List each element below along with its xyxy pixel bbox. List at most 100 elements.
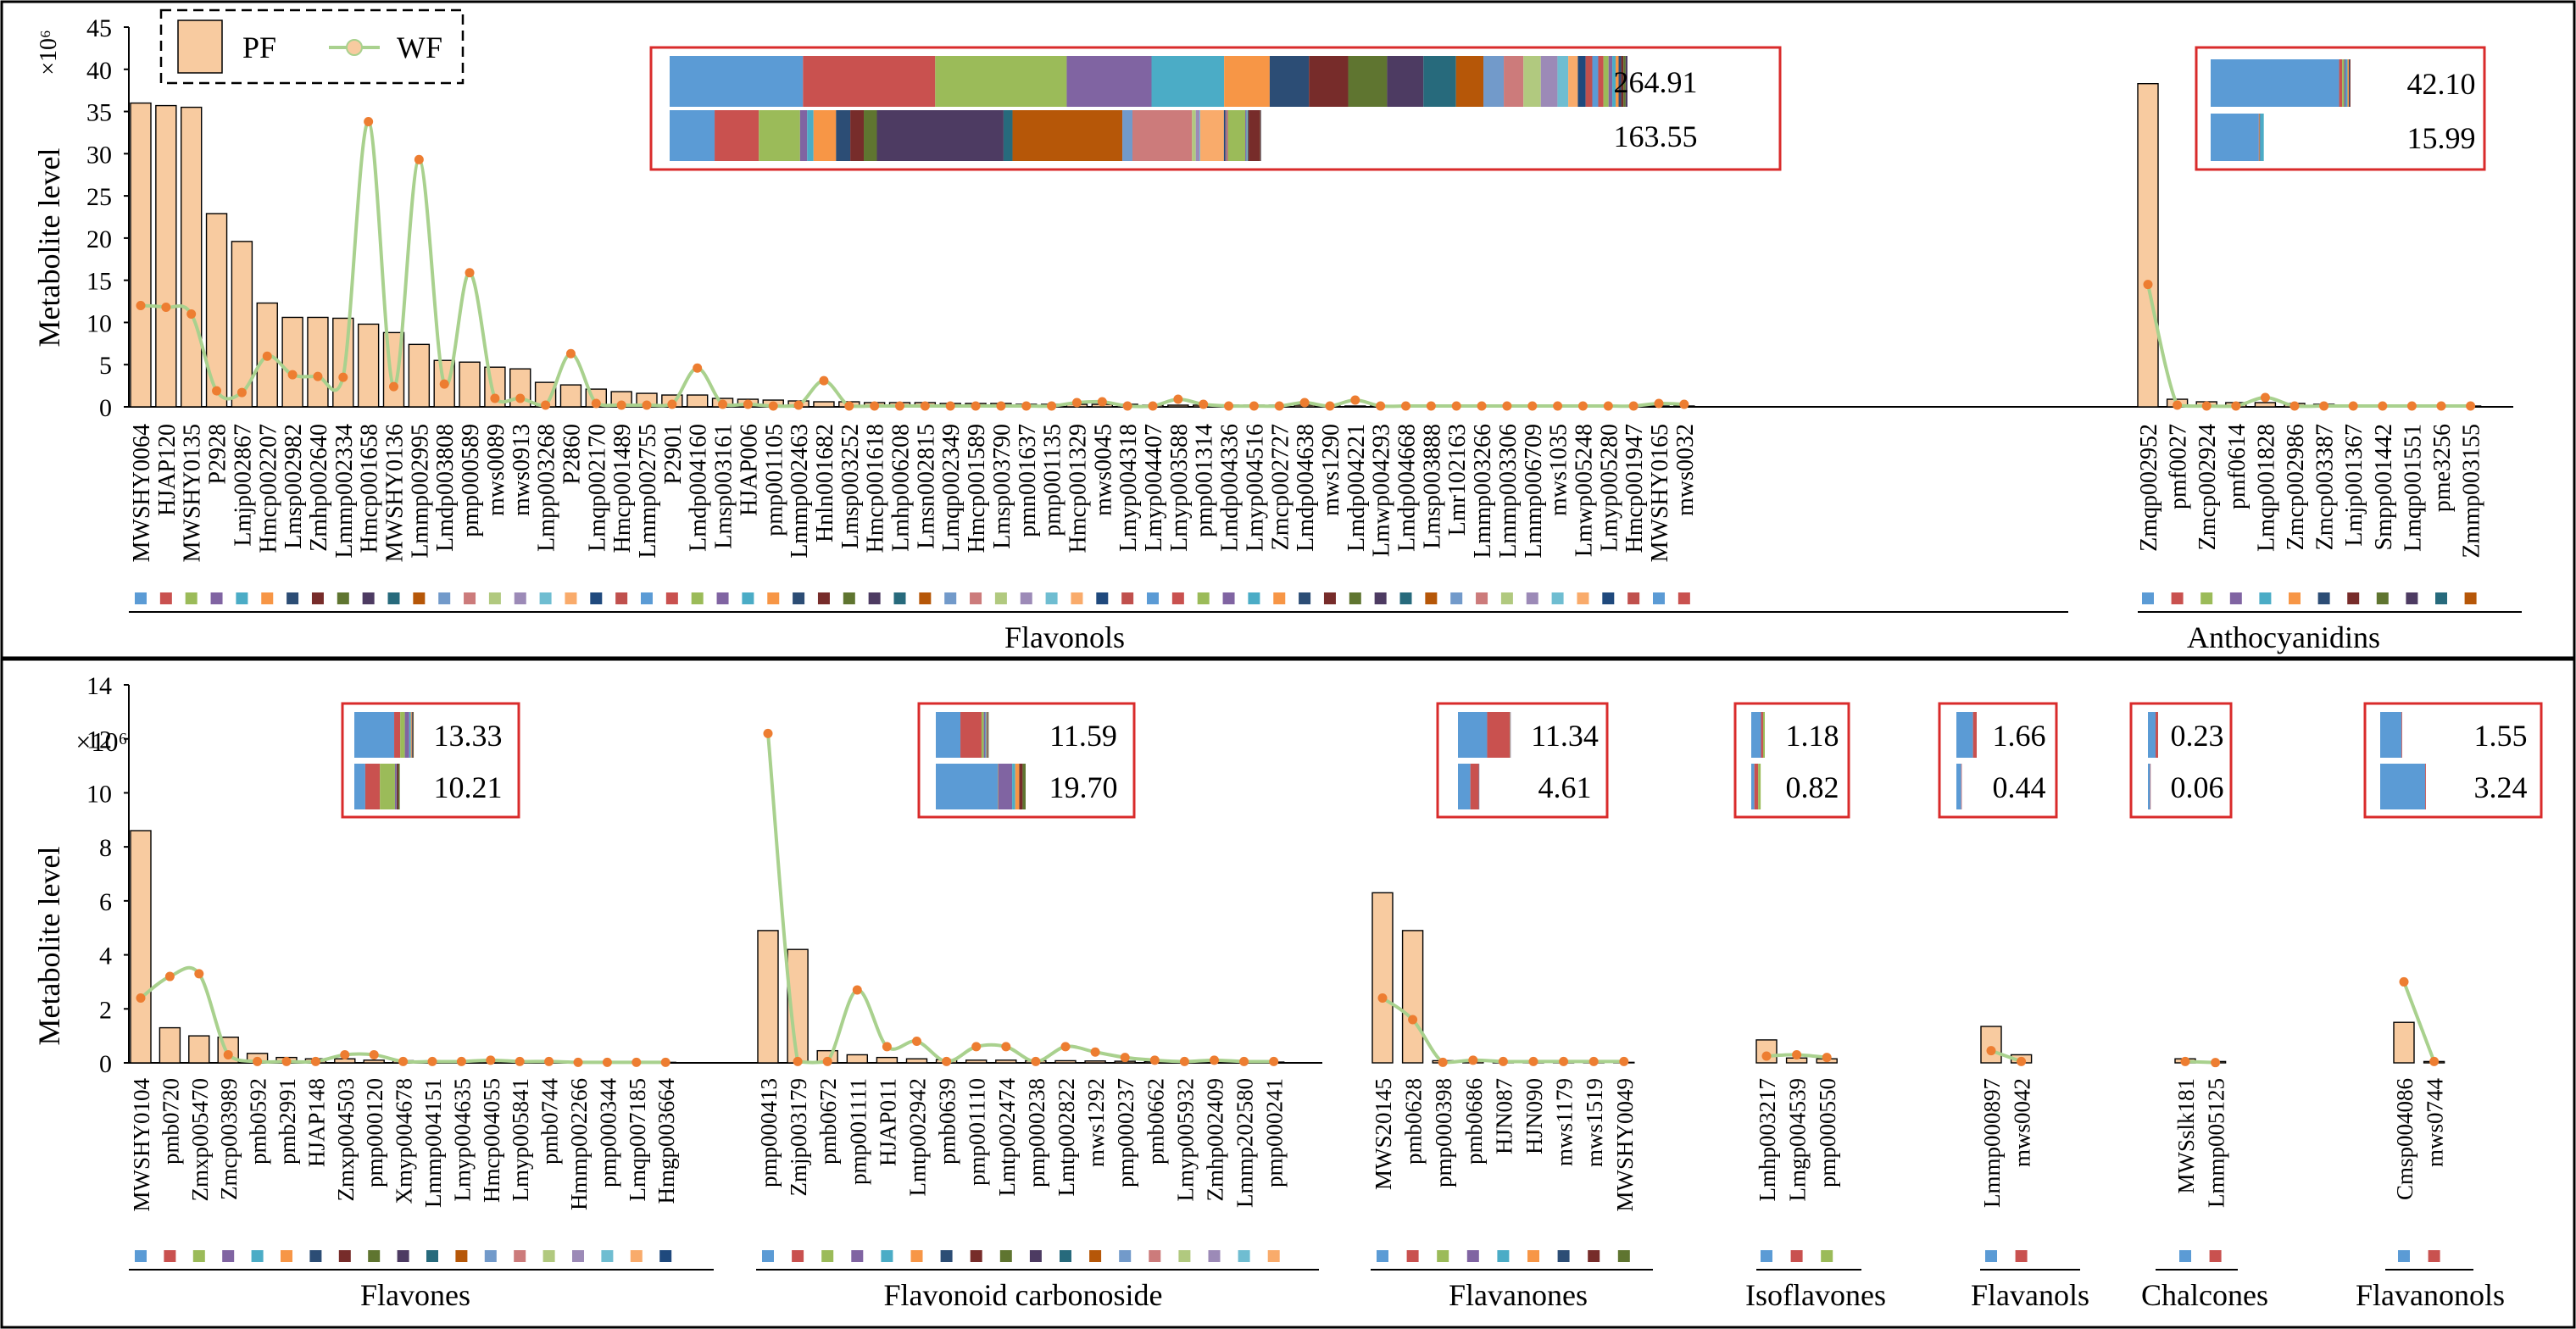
wf-point bbox=[212, 386, 222, 396]
group-label: Flavonoid carbonoside bbox=[884, 1278, 1163, 1312]
category-swatch bbox=[994, 592, 1007, 604]
category-swatch bbox=[1060, 1250, 1071, 1262]
inset-segment bbox=[1540, 56, 1558, 107]
x-tick-label: Zmcp002924 bbox=[2195, 424, 2221, 550]
wf-point bbox=[414, 154, 424, 164]
x-tick-label: Lmmp002334 bbox=[331, 424, 358, 559]
inset-segment bbox=[413, 712, 414, 758]
legend-wf-marker bbox=[346, 39, 363, 56]
category-swatch bbox=[1029, 1250, 1042, 1262]
wf-point bbox=[1090, 1047, 1100, 1057]
inset-segment bbox=[670, 110, 715, 161]
inset-segment bbox=[1504, 56, 1524, 107]
category-swatch bbox=[337, 592, 349, 604]
category-swatch bbox=[464, 592, 476, 604]
category-swatch bbox=[539, 592, 552, 604]
wf-point bbox=[1122, 401, 1132, 411]
x-tick-label: Zmmp003155 bbox=[2459, 424, 2485, 559]
x-tick-label: mws1290 bbox=[1318, 424, 1344, 516]
x-tick-label: Lmwp005248 bbox=[1571, 424, 1597, 557]
group-label: Flavanols bbox=[1971, 1278, 2089, 1312]
wf-point bbox=[2289, 401, 2300, 411]
category-swatch bbox=[1377, 1250, 1388, 1262]
x-tick-label: Lmyp003588 bbox=[1166, 424, 1193, 552]
x-tick-label: pmp001111 bbox=[845, 1078, 871, 1185]
wf-line bbox=[2402, 981, 2436, 1063]
wf-point bbox=[1210, 1055, 1219, 1065]
inset-total-value: 15.99 bbox=[2407, 121, 2476, 155]
x-tick-label: pmp000238 bbox=[1024, 1078, 1049, 1187]
inset-segment bbox=[935, 56, 1067, 107]
inset-segment bbox=[2345, 59, 2348, 107]
pf-bar bbox=[130, 830, 152, 1064]
x-tick-label: MWSHY0165 bbox=[1647, 424, 1673, 562]
y-tick-label: 5 bbox=[99, 352, 112, 380]
category-swatch bbox=[164, 1250, 176, 1262]
pf-bar bbox=[905, 1058, 928, 1064]
x-tick-label: pmb0639 bbox=[935, 1078, 960, 1165]
inset-segment bbox=[1260, 110, 1261, 161]
inset-segment bbox=[864, 110, 877, 161]
pf-bar bbox=[995, 1059, 1017, 1064]
category-swatch bbox=[438, 592, 451, 604]
category-swatch bbox=[615, 592, 628, 604]
x-tick-label: Lmyp005932 bbox=[1172, 1078, 1198, 1202]
group-label: Chalcones bbox=[2141, 1278, 2268, 1312]
wf-point bbox=[1350, 395, 1360, 405]
bottom-y-axis-multiplier: ×10⁶ bbox=[75, 726, 127, 757]
group-flavones: MWSHY0104 pmb0720 Zmxp005470 Zmcp003989 pmb0… bbox=[129, 702, 714, 1312]
category-swatch bbox=[1476, 592, 1488, 604]
inset-segment bbox=[998, 764, 1013, 809]
inset-segment bbox=[1751, 712, 1761, 758]
x-tick-label: mws0913 bbox=[509, 424, 535, 516]
inset-segment bbox=[1012, 110, 1123, 161]
x-tick-label: Hnln001682 bbox=[812, 424, 838, 542]
inset-segment bbox=[2380, 712, 2401, 758]
inset-segment bbox=[1245, 110, 1247, 161]
wf-point bbox=[1679, 399, 1689, 409]
top-y-axis-multiplier: ×10⁶ bbox=[36, 30, 62, 75]
wf-point bbox=[490, 393, 500, 403]
inset-total-value: 1.18 bbox=[1786, 719, 1839, 753]
x-tick-label: pmp000413 bbox=[756, 1078, 782, 1187]
pf-bar bbox=[1344, 405, 1366, 408]
inset-segment bbox=[1956, 712, 1973, 758]
x-tick-label: pmb0628 bbox=[1401, 1078, 1427, 1165]
inset-segment bbox=[1015, 764, 1020, 809]
legend-wf-label: WF bbox=[397, 31, 442, 64]
x-tick-label: Zmcp003387 bbox=[2312, 424, 2339, 550]
category-swatch bbox=[1500, 592, 1513, 604]
wf-point bbox=[338, 372, 348, 382]
category-swatch bbox=[2428, 1250, 2440, 1262]
wf-point bbox=[439, 379, 449, 389]
inset-total-value: 11.59 bbox=[1049, 719, 1117, 753]
x-tick-label: Lmwp004293 bbox=[1369, 424, 1395, 557]
wf-point bbox=[1502, 401, 1512, 411]
pf-bar bbox=[2137, 83, 2159, 408]
inset-composition: 1.55 3.24 bbox=[2363, 702, 2543, 819]
x-tick-label: Hmgp003664 bbox=[654, 1078, 679, 1204]
y-tick-label: 8 bbox=[99, 834, 112, 862]
wf-point bbox=[2429, 1056, 2440, 1066]
wf-point bbox=[642, 400, 652, 410]
category-swatch bbox=[793, 592, 805, 604]
x-tick-label: Lmmp003266 bbox=[1470, 424, 1496, 559]
inset-segment bbox=[836, 110, 851, 161]
inset-segment bbox=[1227, 110, 1246, 161]
inset-total-value: 4.61 bbox=[1538, 770, 1592, 804]
x-tick-label: Zmjp003179 bbox=[786, 1078, 811, 1197]
inset-segment bbox=[1423, 56, 1456, 107]
wf-point bbox=[2399, 976, 2409, 987]
x-tick-label: Lmqp001551 bbox=[2400, 424, 2426, 552]
pf-bar bbox=[307, 316, 329, 408]
x-tick-label: P2928 bbox=[205, 424, 231, 485]
inset-segment bbox=[1478, 764, 1480, 809]
wf-point bbox=[1097, 397, 1107, 407]
category-swatch bbox=[1071, 592, 1083, 604]
category-swatch bbox=[2376, 592, 2389, 604]
wf-point bbox=[1408, 1015, 1418, 1025]
category-swatch bbox=[2435, 592, 2447, 604]
wf-point bbox=[287, 370, 298, 380]
category-swatch bbox=[135, 1250, 147, 1262]
